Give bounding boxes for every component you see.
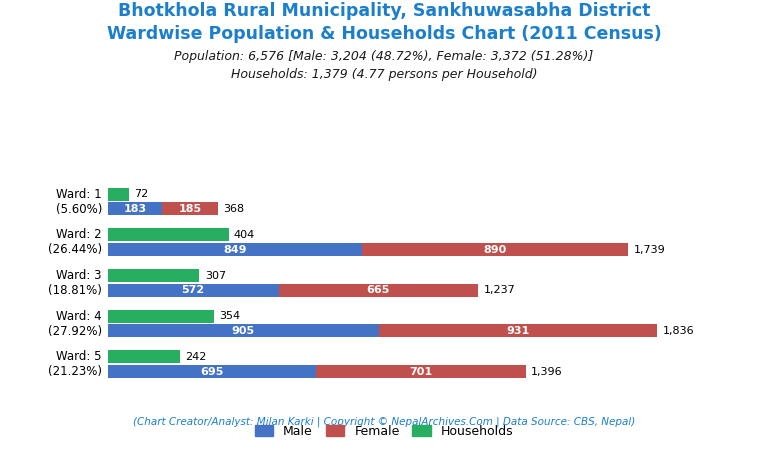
Text: 307: 307 (205, 271, 226, 281)
Text: 1,237: 1,237 (483, 285, 515, 295)
Text: 849: 849 (223, 245, 247, 255)
Bar (108, 310, 214, 323)
Bar (162, 202, 218, 216)
Text: 404: 404 (234, 230, 255, 240)
Bar (108, 202, 162, 216)
Text: Bhotkhola Rural Municipality, Sankhuwasabha District: Bhotkhola Rural Municipality, Sankhuwasa… (118, 2, 650, 20)
Text: Households: 1,379 (4.77 persons per Household): Households: 1,379 (4.77 persons per Hous… (230, 68, 538, 81)
Text: 1,836: 1,836 (663, 326, 694, 336)
Text: 572: 572 (181, 285, 205, 295)
Text: 905: 905 (231, 326, 255, 336)
Text: 368: 368 (223, 204, 244, 214)
Bar (108, 188, 129, 201)
Text: 695: 695 (200, 366, 223, 377)
Bar (316, 365, 525, 378)
Text: 1,396: 1,396 (531, 366, 563, 377)
Text: 354: 354 (219, 311, 240, 321)
Text: 185: 185 (178, 204, 202, 214)
Bar (108, 229, 229, 242)
Text: 931: 931 (506, 326, 530, 336)
Bar (108, 365, 316, 378)
Text: 1,739: 1,739 (634, 245, 666, 255)
Legend: Male, Female, Households: Male, Female, Households (250, 420, 518, 443)
Bar (108, 243, 362, 256)
Text: 890: 890 (484, 245, 507, 255)
Bar (279, 284, 478, 297)
Bar (379, 324, 657, 337)
Text: (Chart Creator/Analyst: Milan Karki | Copyright © NepalArchives.Com | Data Sourc: (Chart Creator/Analyst: Milan Karki | Co… (133, 417, 635, 427)
Text: 665: 665 (367, 285, 390, 295)
Bar (108, 284, 279, 297)
Text: 72: 72 (134, 189, 149, 199)
Text: Wardwise Population & Households Chart (2011 Census): Wardwise Population & Households Chart (… (107, 25, 661, 43)
Text: 701: 701 (409, 366, 432, 377)
Bar (108, 350, 180, 363)
Bar (108, 324, 379, 337)
Bar (108, 269, 200, 282)
Bar (362, 243, 628, 256)
Text: 242: 242 (185, 352, 207, 362)
Text: Population: 6,576 [Male: 3,204 (48.72%), Female: 3,372 (51.28%)]: Population: 6,576 [Male: 3,204 (48.72%),… (174, 50, 594, 63)
Text: 183: 183 (124, 204, 147, 214)
